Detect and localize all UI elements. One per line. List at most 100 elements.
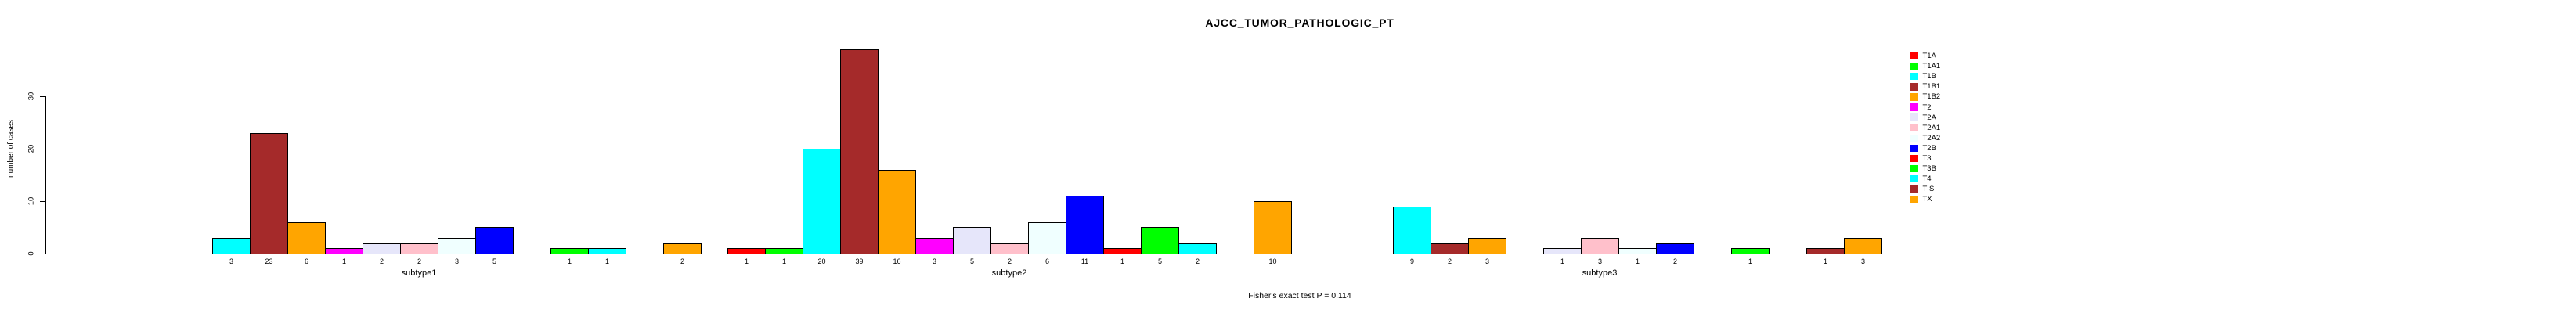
bar-subtype2-T2A2 xyxy=(1028,222,1066,254)
bar-value-label: 2 xyxy=(1672,257,1677,265)
legend-item-T2B: T2B xyxy=(1910,143,1936,153)
bar-value-label: 1 xyxy=(341,257,346,265)
x-axis-label-subtype2: subtype2 xyxy=(991,268,1027,278)
legend-item-TIS: TIS xyxy=(1910,184,1934,194)
legend-item-label: T1B xyxy=(1922,72,1936,81)
legend-swatch-T3B xyxy=(1910,164,1918,173)
x-axis-label-subtype3: subtype3 xyxy=(1582,268,1618,278)
bar-value-label: 2 xyxy=(680,257,684,265)
x-axis-label-subtype1: subtype1 xyxy=(401,268,437,278)
legend-item-T1A1: T1A1 xyxy=(1910,61,1940,71)
y-axis-tick-label: 0 xyxy=(27,251,36,256)
legend-swatch-T1A xyxy=(1910,52,1918,60)
bar-value-label: 5 xyxy=(969,257,974,265)
legend-item-label: T2B xyxy=(1922,143,1936,153)
legend-swatch-T1B2 xyxy=(1910,93,1918,101)
bar-value-label: 3 xyxy=(932,257,936,265)
legend-swatch-T2A1 xyxy=(1910,124,1918,131)
legend-item-T2A1: T2A1 xyxy=(1910,123,1940,133)
bar-value-label: 5 xyxy=(1157,257,1162,265)
bar-value-label: 10 xyxy=(1268,257,1277,265)
y-axis-tick-label: 10 xyxy=(27,196,36,206)
bar-value-label: 1 xyxy=(604,257,609,265)
legend-item-T1B2: T1B2 xyxy=(1910,92,1940,102)
legend-item-label: T1B2 xyxy=(1922,92,1941,102)
bar-value-label: 6 xyxy=(304,257,308,265)
bar-value-label: 1 xyxy=(1560,257,1564,265)
legend-item-label: T3 xyxy=(1922,154,1932,163)
legend-swatch-T1B xyxy=(1910,72,1918,81)
legend-item-label: T2 xyxy=(1922,103,1932,112)
bar-subtype3-TX xyxy=(1844,238,1882,254)
bar-value-label: 1 xyxy=(567,257,572,265)
bar-subtype1-T2 xyxy=(325,248,363,254)
bar-subtype3-T2A2 xyxy=(1618,248,1657,254)
bar-value-label: 1 xyxy=(744,257,749,265)
bar-subtype1-T4 xyxy=(588,248,626,254)
bar-subtype1-T2B xyxy=(475,227,514,254)
legend-swatch-T1B1 xyxy=(1910,83,1918,91)
bar-subtype2-T2A xyxy=(953,227,991,254)
legend-item-label: TX xyxy=(1922,195,1932,204)
legend-swatch-T2A2 xyxy=(1910,134,1918,142)
bar-subtype1-T1B1 xyxy=(250,133,288,254)
legend-swatch-T2B xyxy=(1910,144,1918,153)
bar-value-label: 1 xyxy=(781,257,786,265)
bar-value-label: 11 xyxy=(1081,257,1089,265)
bar-subtype2-T1A1 xyxy=(765,248,803,254)
legend-item-T2A: T2A xyxy=(1910,113,1936,123)
legend-item-label: T1A xyxy=(1922,52,1936,60)
bar-value-label: 3 xyxy=(1485,257,1489,265)
bar-subtype2-T3 xyxy=(1103,248,1142,254)
bar-value-label: 3 xyxy=(229,257,233,265)
bar-subtype1-T1B xyxy=(212,238,251,254)
bar-value-label: 3 xyxy=(1860,257,1865,265)
y-axis-tick xyxy=(40,96,45,97)
legend-item-T1B1: T1B1 xyxy=(1910,81,1940,92)
legend-item-T1B: T1B xyxy=(1910,71,1936,81)
legend-swatch-T3 xyxy=(1910,154,1918,163)
bar-subtype2-T1B xyxy=(803,149,841,254)
bar-subtype1-T2A xyxy=(363,243,401,254)
bar-value-label: 1 xyxy=(1120,257,1124,265)
bar-subtype2-T1B1 xyxy=(840,49,879,254)
legend-item-label: T4 xyxy=(1922,174,1932,184)
bar-value-label: 1 xyxy=(1823,257,1827,265)
bar-value-label: 2 xyxy=(1007,257,1012,265)
bar-subtype3-T2A1 xyxy=(1581,238,1619,254)
bar-value-label: 3 xyxy=(454,257,459,265)
bar-subtype2-T1A xyxy=(727,248,766,254)
legend-item-label: TIS xyxy=(1922,185,1935,194)
bar-value-label: 39 xyxy=(855,257,864,265)
bar-subtype1-T2A1 xyxy=(400,243,438,254)
legend-item-T3B: T3B xyxy=(1910,164,1936,174)
legend-swatch-T2A xyxy=(1910,113,1918,121)
y-axis-line xyxy=(45,96,46,254)
bar-value-label: 2 xyxy=(379,257,384,265)
bar-subtype2-T4 xyxy=(1178,243,1217,254)
bar-value-label: 6 xyxy=(1044,257,1049,265)
y-axis-tick xyxy=(40,201,45,202)
bar-subtype3-T1B1 xyxy=(1431,243,1469,254)
legend-item-label: T1B1 xyxy=(1922,82,1941,92)
bar-value-label: 23 xyxy=(265,257,273,265)
legend-item-T1A: T1A xyxy=(1910,51,1936,61)
bar-subtype2-T2B xyxy=(1066,196,1104,254)
bar-subtype3-T1B2 xyxy=(1468,238,1506,254)
y-axis-tick-label: 20 xyxy=(27,144,36,153)
chart-title: AJCC_TUMOR_PATHOLOGIC_PT xyxy=(1205,16,1394,29)
bar-subtype1-T1B2 xyxy=(287,222,326,254)
legend-swatch-T2 xyxy=(1910,103,1918,111)
legend-item-T3: T3 xyxy=(1910,153,1932,164)
bar-subtype3-TIS xyxy=(1806,248,1845,254)
y-axis-tick-label: 30 xyxy=(27,92,36,101)
bar-value-label: 2 xyxy=(1447,257,1452,265)
bar-value-label: 3 xyxy=(1597,257,1602,265)
bar-value-label: 1 xyxy=(1635,257,1640,265)
y-axis-title: number of cases xyxy=(6,120,16,178)
bar-subtype2-T2 xyxy=(915,238,954,254)
legend-swatch-T4 xyxy=(1910,174,1918,183)
bar-subtype3-T2B xyxy=(1656,243,1694,254)
bar-value-label: 9 xyxy=(1409,257,1414,265)
